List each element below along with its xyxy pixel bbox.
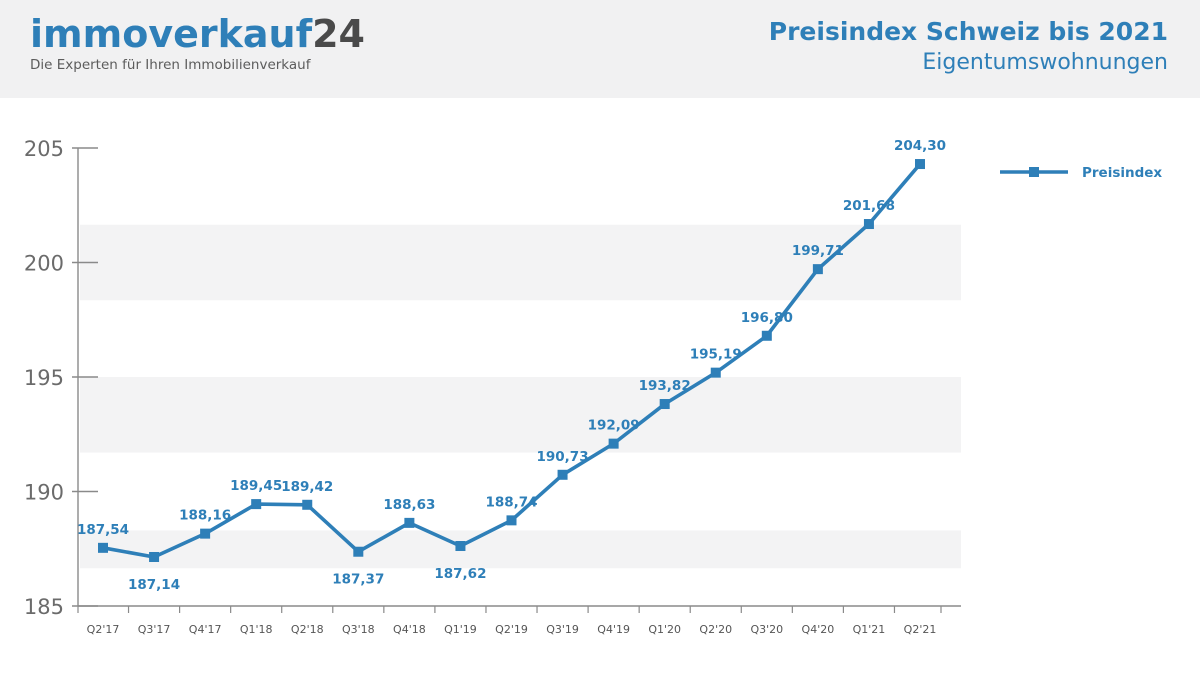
data-point-marker (915, 159, 925, 170)
grid-band (80, 224, 961, 301)
data-point-marker (761, 330, 772, 341)
x-tick-labels: Q2'17 Q3'17 Q4'17 Q1'18 Q2'18 Q3'18 Q4'18 Q1'19… (87, 623, 937, 636)
x-tick-label: Q1'18 (240, 623, 273, 636)
header-bar: immoverkauf24 Die Experten für Ihren Imm… (0, 0, 1200, 98)
x-tick-label: Q4'19 (597, 623, 630, 636)
data-point-marker (710, 367, 721, 378)
data-label: 195,19 (690, 347, 742, 363)
data-point-marker (200, 528, 211, 539)
x-tick-label: Q1'19 (444, 623, 477, 636)
logo-wordmark: immoverkauf24 (30, 12, 365, 56)
data-point-marker (812, 264, 823, 275)
x-tick-label: Q4'20 (802, 623, 835, 636)
x-tick-label: Q2'21 (904, 623, 937, 636)
data-point-marker (506, 515, 517, 526)
x-tick-label: Q3'20 (750, 623, 783, 636)
grid-band (80, 530, 961, 569)
data-label: 190,73 (537, 449, 589, 465)
data-point-marker (251, 499, 262, 510)
data-label: 192,09 (588, 418, 640, 434)
grid-band (80, 377, 961, 453)
x-tick-label: Q3'18 (342, 623, 375, 636)
data-label: 187,62 (434, 566, 486, 582)
x-tick-label: Q3'17 (138, 623, 171, 636)
data-label: 193,82 (639, 378, 691, 394)
data-label: 201,68 (843, 198, 895, 214)
x-tick-label: Q2'18 (291, 623, 324, 636)
y-tick-label: 190 (24, 481, 64, 505)
data-point-marker (302, 499, 313, 510)
data-point-marker (404, 517, 415, 528)
legend-marker (1029, 167, 1039, 177)
x-tick-label: Q2'17 (87, 623, 120, 636)
legend-label: Preisindex (1082, 165, 1162, 181)
grid-bands (80, 224, 961, 569)
data-label: 199,71 (792, 243, 844, 259)
data-point-marker (608, 438, 619, 449)
y-tick-labels: 185 190 195 200 205 (24, 137, 64, 619)
logo-name: immoverkauf (30, 12, 313, 56)
data-label: 189,45 (230, 478, 282, 494)
data-label: 189,42 (281, 479, 333, 495)
data-label: 187,54 (77, 522, 129, 538)
data-point-marker (353, 546, 364, 557)
x-tick-label: Q3'19 (546, 623, 579, 636)
data-label: 188,16 (179, 508, 231, 524)
brand-logo[interactable]: immoverkauf24 Die Experten für Ihren Imm… (30, 12, 365, 73)
data-label: 187,37 (332, 572, 384, 588)
chart-title-block: Preisindex Schweiz bis 2021 Eigentumswoh… (769, 16, 1168, 78)
y-tick-label: 205 (24, 137, 64, 161)
legend: Preisindex (1000, 165, 1162, 181)
x-tick-label: Q2'20 (699, 623, 732, 636)
chart-title: Preisindex Schweiz bis 2021 (768, 17, 1168, 46)
data-point-marker (557, 469, 568, 480)
x-tick-label: Q1'20 (648, 623, 681, 636)
data-label: 204,30 (894, 138, 946, 154)
x-tick-label: Q4'17 (189, 623, 222, 636)
data-point-marker (98, 542, 108, 553)
x-tick-label: Q4'18 (393, 623, 426, 636)
data-point-marker (659, 399, 670, 410)
data-label: 196,80 (741, 310, 793, 326)
chart-subtitle: Eigentumswohnungen (922, 50, 1168, 75)
series-preisindex (98, 159, 925, 562)
data-label: 188,74 (485, 494, 537, 510)
data-label: 188,63 (383, 497, 435, 513)
x-tick-label: Q1'21 (853, 623, 886, 636)
axes (72, 147, 961, 613)
data-point-marker (149, 551, 160, 562)
y-tick-label: 195 (24, 366, 64, 390)
logo-tagline: Die Experten für Ihren Immobilienverkauf (30, 57, 311, 73)
logo-number: 24 (312, 12, 365, 56)
data-label: 187,14 (128, 577, 180, 593)
y-tick-label: 185 (24, 595, 64, 619)
data-point-marker (863, 219, 874, 230)
y-tick-label: 200 (24, 252, 64, 276)
data-point-marker (455, 541, 466, 552)
x-tick-label: Q2'19 (495, 623, 528, 636)
